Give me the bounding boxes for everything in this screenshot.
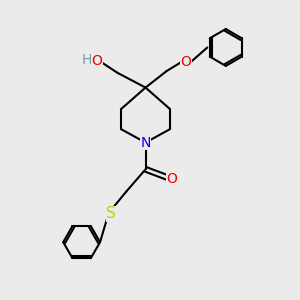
Text: H: H [82, 52, 92, 67]
Text: O: O [166, 172, 177, 186]
Text: O: O [180, 55, 191, 69]
Text: S: S [106, 206, 116, 221]
Text: N: N [140, 136, 151, 150]
Text: O: O [92, 54, 103, 68]
